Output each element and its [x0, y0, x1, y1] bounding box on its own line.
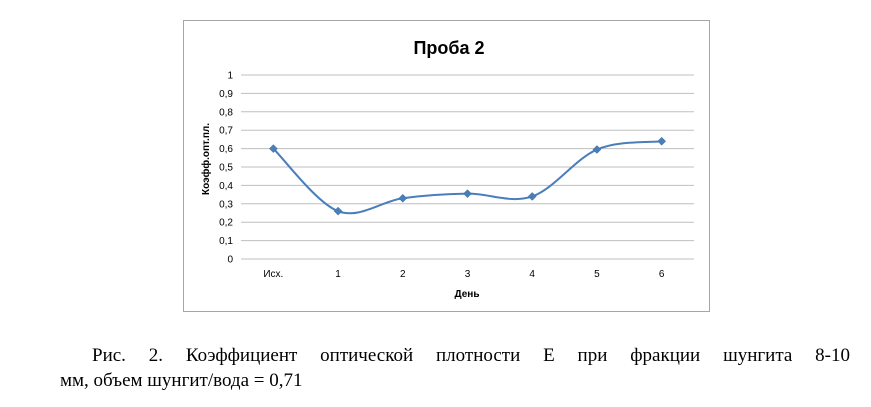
- caption-line-2: мм, объем шунгит/вода = 0,71: [60, 370, 303, 391]
- x-tick-label: 2: [400, 269, 406, 280]
- y-tick-label: 0,4: [219, 181, 233, 192]
- y-tick-label: 0,1: [219, 236, 233, 247]
- caption-line-1: Рис. 2. Коэффициент оптической плотности…: [92, 345, 850, 366]
- y-tick-label: 1: [227, 71, 233, 82]
- y-tick-label: 0,6: [219, 144, 233, 155]
- x-axis-title: День: [455, 289, 480, 300]
- y-axis-ticks: 0 0,1 0,2 0,3 0,4 0,5 0,6 0,7 0,8 0,9 1: [219, 71, 233, 266]
- line-chart: Проба 2 0 0,1 0,2 0,3 0,4 0,5 0,6 0,7 0,8 0,9 1 Ис…: [200, 38, 694, 300]
- data-point: [463, 189, 472, 199]
- series-layer: [269, 136, 666, 216]
- data-point: [527, 192, 537, 201]
- y-tick-label: 0: [227, 255, 233, 266]
- x-tick-label: Исх.: [263, 269, 283, 280]
- data-point: [269, 144, 278, 153]
- gridlines: [241, 74, 694, 260]
- x-tick-label: 6: [659, 269, 665, 280]
- y-tick-label: 0,9: [219, 89, 233, 100]
- y-tick-label: 0,3: [219, 199, 233, 210]
- y-tick-label: 0,5: [219, 163, 233, 174]
- series-line: [272, 140, 662, 215]
- data-point: [398, 193, 408, 203]
- x-tick-label: 1: [335, 269, 341, 280]
- x-tick-label: 5: [594, 269, 600, 280]
- data-point: [592, 145, 602, 154]
- chart-frame: Проба 2 0 0,1 0,2 0,3 0,4 0,5 0,6 0,7 0,8 0,9 1 Ис…: [183, 20, 710, 312]
- y-tick-label: 0,2: [219, 218, 233, 229]
- figure-caption: Рис. 2. Коэффициент оптической плотности…: [60, 343, 850, 393]
- x-axis-ticks: Исх. 1 2 3 4 5 6: [263, 269, 664, 280]
- x-tick-label: 3: [465, 269, 471, 280]
- data-point: [657, 136, 666, 146]
- x-tick-label: 4: [529, 269, 535, 280]
- y-tick-label: 0,7: [219, 126, 233, 137]
- chart-title: Проба 2: [413, 38, 484, 58]
- y-axis-title: Коэфф.опт.пл.: [200, 123, 212, 195]
- data-point: [333, 206, 343, 216]
- y-tick-label: 0,8: [219, 107, 233, 118]
